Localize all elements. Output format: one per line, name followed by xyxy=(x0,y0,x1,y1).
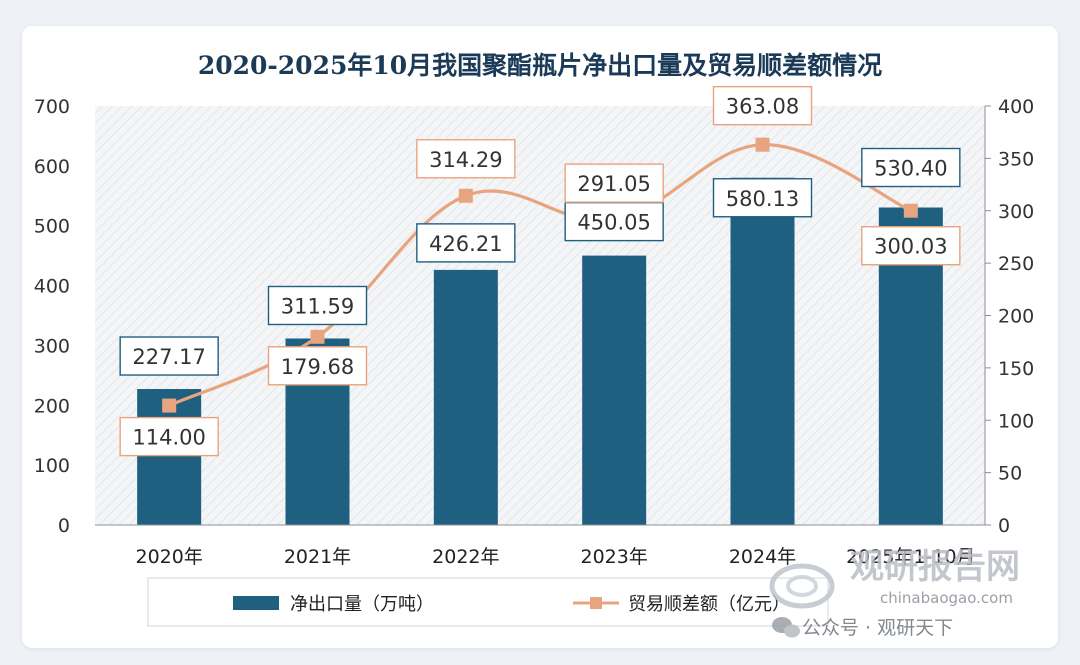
bar-value-label-box xyxy=(416,223,516,263)
legend-line-label: 贸易顺差额（亿元） xyxy=(628,594,790,615)
right-tick-label: 50 xyxy=(998,463,1022,485)
watermark-account: 公众号 · 观研天下 xyxy=(802,617,953,639)
legend: 净出口量（万吨） 贸易顺差额（亿元） xyxy=(147,577,829,627)
line-value-label-box xyxy=(861,226,961,266)
bar xyxy=(582,255,647,526)
right-tick-label: 250 xyxy=(998,253,1034,275)
bar-value-label: 426.21 xyxy=(429,232,502,256)
right-tick-label: 100 xyxy=(998,410,1034,432)
bar-value-label-box xyxy=(119,336,219,376)
bar xyxy=(433,269,498,525)
right-tick-label: 200 xyxy=(998,306,1034,328)
line-value-label-box xyxy=(416,139,516,179)
bar-value-label: 580.13 xyxy=(726,187,799,211)
left-tick-label: 0 xyxy=(58,515,70,537)
bar-value-label: 450.05 xyxy=(577,211,650,235)
line-value-label-box xyxy=(119,416,219,457)
right-tick-label: 150 xyxy=(998,358,1034,380)
line-value-label: 300.03 xyxy=(874,235,947,259)
x-tick-label: 2024年 xyxy=(729,546,796,568)
plot-area xyxy=(95,106,985,525)
line-value-label: 291.05 xyxy=(577,172,650,196)
bar-value-label-box xyxy=(267,285,368,326)
x-axis: 2020年 2021年 2022年 2023年 2024年 2025年1-10月 xyxy=(135,546,975,568)
left-tick-label: 300 xyxy=(34,335,70,357)
line-value-label: 114.00 xyxy=(132,426,205,450)
watermark-site: chinabaogao.com xyxy=(880,589,1013,607)
x-tick-label: 2023年 xyxy=(580,546,647,568)
left-tick-label: 200 xyxy=(34,395,70,417)
line-value-label: 363.08 xyxy=(726,95,799,119)
right-tick-label: 350 xyxy=(998,148,1034,170)
watermark-logo-text: 观研报告网 xyxy=(850,547,1020,587)
bar-value-label-box xyxy=(564,201,664,242)
right-tick-label: 0 xyxy=(998,515,1010,537)
legend-line-marker xyxy=(590,597,602,609)
right-tick-label: 400 xyxy=(998,96,1034,118)
line-value-label-box xyxy=(267,346,368,386)
line-marker xyxy=(755,137,770,152)
bar xyxy=(730,177,795,525)
line-marker xyxy=(458,188,473,203)
bar-value-label-box xyxy=(861,147,961,188)
bar-value-label-box xyxy=(712,178,813,218)
right-tick-label: 300 xyxy=(998,201,1034,223)
left-axis: 0 100 200 300 400 500 600 700 xyxy=(34,96,70,537)
x-tick-label: 2022年 xyxy=(432,546,499,568)
chart-title: 2020-2025年10月我国聚酯瓶片净出口量及贸易顺差额情况 xyxy=(198,51,882,80)
left-tick-label: 400 xyxy=(34,276,70,298)
left-tick-label: 600 xyxy=(34,156,70,178)
line-value-labels: 114.00 179.68 314.29 291.05 363.08 300.03 xyxy=(119,85,961,457)
watermark-logo-icon xyxy=(769,563,835,609)
bar-value-label: 311.59 xyxy=(281,294,354,318)
watermark: 观研报告网 chinabaogao.com 公众号 · 观研天下 xyxy=(769,547,1020,639)
wechat-icon xyxy=(772,617,800,638)
line-value-label-box xyxy=(564,163,664,203)
bar-value-label: 530.40 xyxy=(874,157,947,181)
x-tick-label: 2021年 xyxy=(284,546,351,568)
bar-value-label: 227.17 xyxy=(132,345,205,369)
left-tick-label: 100 xyxy=(34,455,70,477)
line-marker xyxy=(162,398,177,413)
line-marker xyxy=(310,329,325,344)
bar-value-labels: 227.17 311.59 426.21 450.05 580.13 530.40 xyxy=(119,147,961,376)
left-tick-label: 700 xyxy=(34,96,70,118)
line-value-label: 179.68 xyxy=(281,355,354,379)
legend-bar-swatch xyxy=(233,596,279,610)
line-value-label-box xyxy=(712,85,813,126)
line-value-label: 314.29 xyxy=(429,148,502,172)
x-tick-label: 2020年 xyxy=(135,546,202,568)
line-path xyxy=(168,143,912,408)
legend-bar-label: 净出口量（万吨） xyxy=(290,594,434,615)
left-tick-label: 500 xyxy=(34,216,70,238)
right-axis: 0 50 100 150 200 250 300 350 400 xyxy=(984,96,1034,537)
line-marker xyxy=(903,203,918,218)
x-tick-label: 2025年1-10月 xyxy=(846,546,975,568)
